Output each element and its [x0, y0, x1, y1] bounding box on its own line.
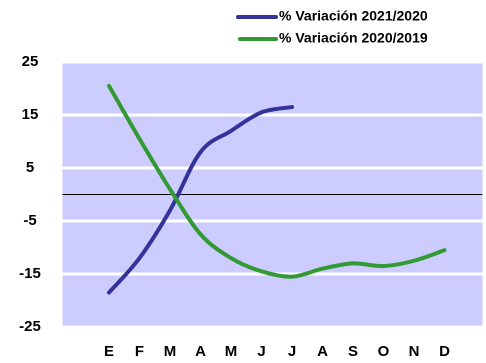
y-tick-label: -25 [19, 318, 41, 335]
x-tick-label: M [164, 343, 177, 360]
x-tick-label: A [317, 343, 328, 360]
legend-label: % Variación 2020/2019 [279, 30, 428, 46]
x-tick-label: J [257, 343, 265, 360]
x-tick-label: F [135, 343, 144, 360]
line-series [107, 105, 294, 295]
x-tick-label: S [348, 343, 358, 360]
y-tick-label: 25 [22, 53, 39, 70]
y-tick-label: 5 [26, 159, 34, 176]
plot-frame [61, 61, 484, 328]
y-tick-label: 15 [22, 106, 39, 123]
x-tick-label: E [104, 343, 114, 360]
y-tick-label: -15 [19, 265, 41, 282]
x-tick-label: N [409, 343, 420, 360]
x-tick-label: J [288, 343, 296, 360]
x-tick-label: M [225, 343, 238, 360]
line-series [107, 83, 447, 279]
legend-label: % Variación 2021/2020 [279, 8, 428, 24]
x-tick-label: D [439, 343, 450, 360]
y-tick-label: -5 [23, 212, 36, 229]
x-tick-label: O [378, 343, 390, 360]
x-tick-label: A [195, 343, 206, 360]
